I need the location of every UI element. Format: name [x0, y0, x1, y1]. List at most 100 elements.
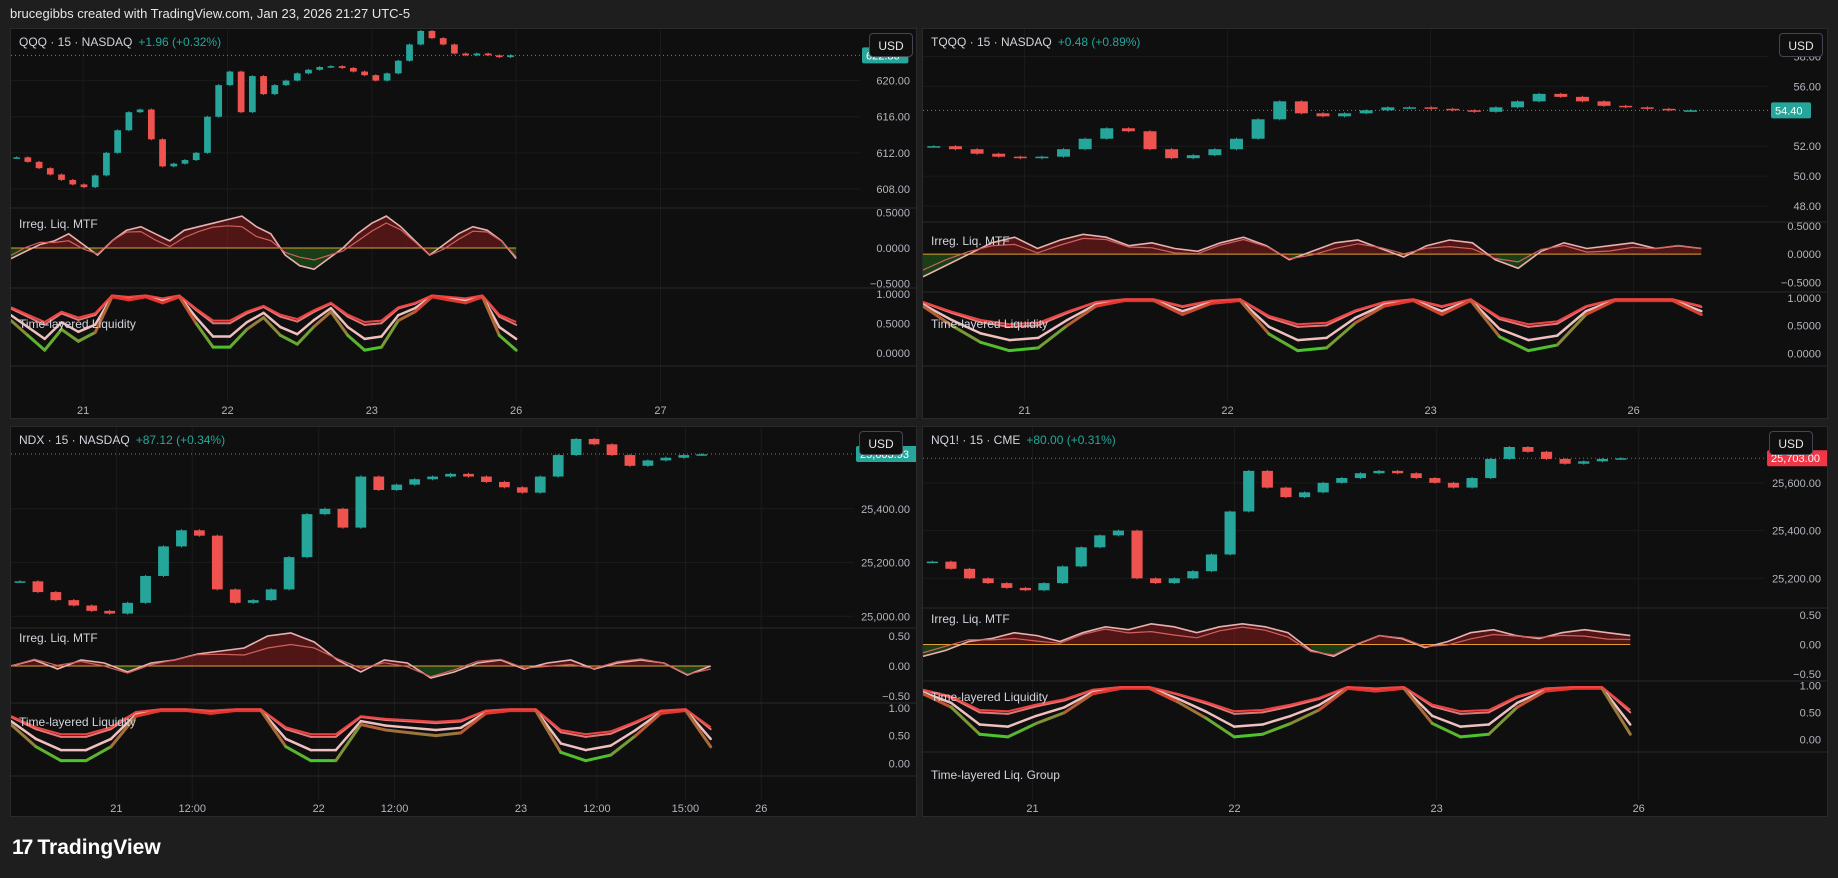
osc1-tick-label: 0.50 [1800, 610, 1821, 622]
currency-button[interactable]: USD [1779, 33, 1823, 57]
osc2-line-segment [1296, 346, 1329, 353]
chart-canvas[interactable]: 25,400.0025,200.0025,000.0025,603.930.50… [11, 427, 917, 817]
candle-body [265, 589, 277, 601]
osc2-line-segment [1289, 708, 1321, 725]
x-axis-tick-label: 23 [1430, 803, 1442, 815]
osc2-line-segment [109, 713, 138, 741]
chart-panel-tqqq[interactable]: 58.0056.0052.0050.0048.0054.400.50000.00… [922, 28, 1828, 419]
osc2-line-segment [60, 327, 80, 343]
osc2-line-segment [1431, 705, 1462, 715]
candle-body [428, 30, 436, 39]
price-tick-label: 52.00 [1793, 141, 1821, 153]
chart-canvas[interactable]: 58.0056.0052.0050.0048.0054.400.50000.00… [923, 29, 1828, 419]
symbol-title[interactable]: NDX · 15 · NASDAQ +87.12 (+0.34%) [19, 433, 225, 447]
candle-body [552, 455, 564, 477]
chart-canvas[interactable]: 25,600.00 25,400.00 25,200.00 25,703.00 0.50… [923, 427, 1828, 817]
candle-body [945, 561, 957, 569]
candle-body [170, 163, 178, 167]
osc1-fill [285, 248, 300, 266]
osc2-line-segment [434, 731, 463, 738]
osc2-line-segment [409, 731, 438, 738]
candle-body [158, 546, 169, 576]
osc2-line-segment [1261, 705, 1292, 714]
osc2-line-segment [498, 315, 518, 326]
osc1-fill [198, 223, 214, 248]
osc1-line [923, 233, 1702, 278]
candle-body [481, 476, 492, 482]
candle-body [1373, 470, 1385, 474]
candle-body [1615, 458, 1627, 460]
osc1-tick-label: 0.5000 [876, 208, 910, 220]
candle-body [114, 130, 122, 153]
osc2-line-segment [1374, 686, 1406, 693]
osc2-line-segment [11, 319, 30, 337]
symbol-title[interactable]: NQ1! · 15 · CME +80.00 (+0.31%) [931, 433, 1116, 447]
osc2-line-segment [363, 335, 383, 341]
currency-button[interactable]: USD [859, 431, 903, 455]
candle-body [1684, 110, 1697, 112]
chart-panel-nq1[interactable]: 25,600.00 25,400.00 25,200.00 25,703.00 0.50… [922, 426, 1828, 817]
osc2-line-segment [177, 295, 198, 326]
osc2-line-segment [1584, 299, 1617, 316]
osc2-line-segment [295, 324, 316, 346]
osc2-line-segment [1034, 711, 1066, 725]
osc2-line-segment [1267, 332, 1300, 353]
candle-body [1094, 535, 1106, 548]
chart-panel-ndx[interactable]: 25,400.0025,200.0025,000.0025,603.930.50… [10, 426, 917, 817]
candle-body [1057, 566, 1069, 584]
candle-body [32, 581, 44, 593]
osc2-line-segment [1459, 732, 1491, 739]
osc2-line-segment [1065, 303, 1098, 322]
x-axis-tick-label: 26 [755, 803, 767, 815]
osc2-line-segment [559, 742, 587, 752]
osc1-line-secondary [11, 643, 711, 678]
osc2-line-segment [93, 295, 114, 334]
osc2-line-segment [1176, 697, 1208, 713]
candle-body [350, 67, 357, 72]
osc2-line-segment [1008, 336, 1040, 342]
candle-body [1035, 156, 1049, 159]
osc1-tick-label: 0.00 [889, 661, 910, 673]
candle-body [50, 592, 62, 601]
symbol-title[interactable]: TQQQ · 15 · NASDAQ +0.48 (+0.89%) [931, 35, 1140, 49]
x-axis-tick-label: 12:00 [583, 803, 611, 815]
candle-body [1540, 451, 1553, 459]
osc2-line-segment [1289, 698, 1321, 708]
osc2-line-segment [1354, 303, 1386, 320]
chart-panel-qqq[interactable]: 620.00616.00612.00608.00622.800.50000.00… [10, 28, 917, 419]
candle-body [282, 80, 290, 86]
osc1-tick-label: 0.00 [1800, 640, 1821, 652]
osc2-line-segment [60, 312, 80, 321]
osc2-line-top [923, 298, 1702, 326]
tradingview-logo[interactable]: 17 TradingView [12, 836, 161, 860]
indicator-label-irreg: Irreg. Liq. MTF [931, 234, 1010, 248]
currency-button[interactable]: USD [1769, 431, 1813, 455]
candle-body [1447, 482, 1460, 488]
candle-body [606, 444, 618, 456]
price-change: +0.48 (+0.89%) [1057, 35, 1141, 49]
osc2-line-segment [1325, 321, 1357, 350]
candle-body [181, 160, 189, 164]
candle-body [1597, 101, 1611, 106]
osc2-line-segment [950, 318, 982, 335]
chart-canvas[interactable]: 620.00616.00612.00608.00622.800.50000.00… [11, 29, 917, 419]
osc2-line-segment [34, 737, 63, 752]
osc2-line-segment [609, 728, 637, 747]
osc2-line-segment [334, 722, 363, 763]
symbol-line: NDX · 15 · NASDAQ [19, 433, 130, 447]
osc2-line-segment [434, 726, 463, 732]
currency-button[interactable]: USD [869, 33, 913, 57]
candle-body [1596, 458, 1608, 462]
candle-body [406, 44, 413, 61]
candle-body [13, 157, 20, 159]
osc2-line-segment [26, 325, 46, 341]
candle-body [451, 44, 458, 54]
x-axis-tick-label: 23 [515, 803, 527, 815]
osc2-line-segment [184, 709, 213, 715]
x-axis-tick-label: 26 [1628, 405, 1640, 417]
osc2-line-segment [1325, 310, 1357, 327]
osc2-line-segment [384, 724, 413, 730]
osc2-line-top [923, 685, 1631, 713]
osc2-line-segment [1147, 686, 1180, 704]
symbol-title[interactable]: QQQ · 15 · NASDAQ +1.96 (+0.32%) [19, 35, 221, 49]
